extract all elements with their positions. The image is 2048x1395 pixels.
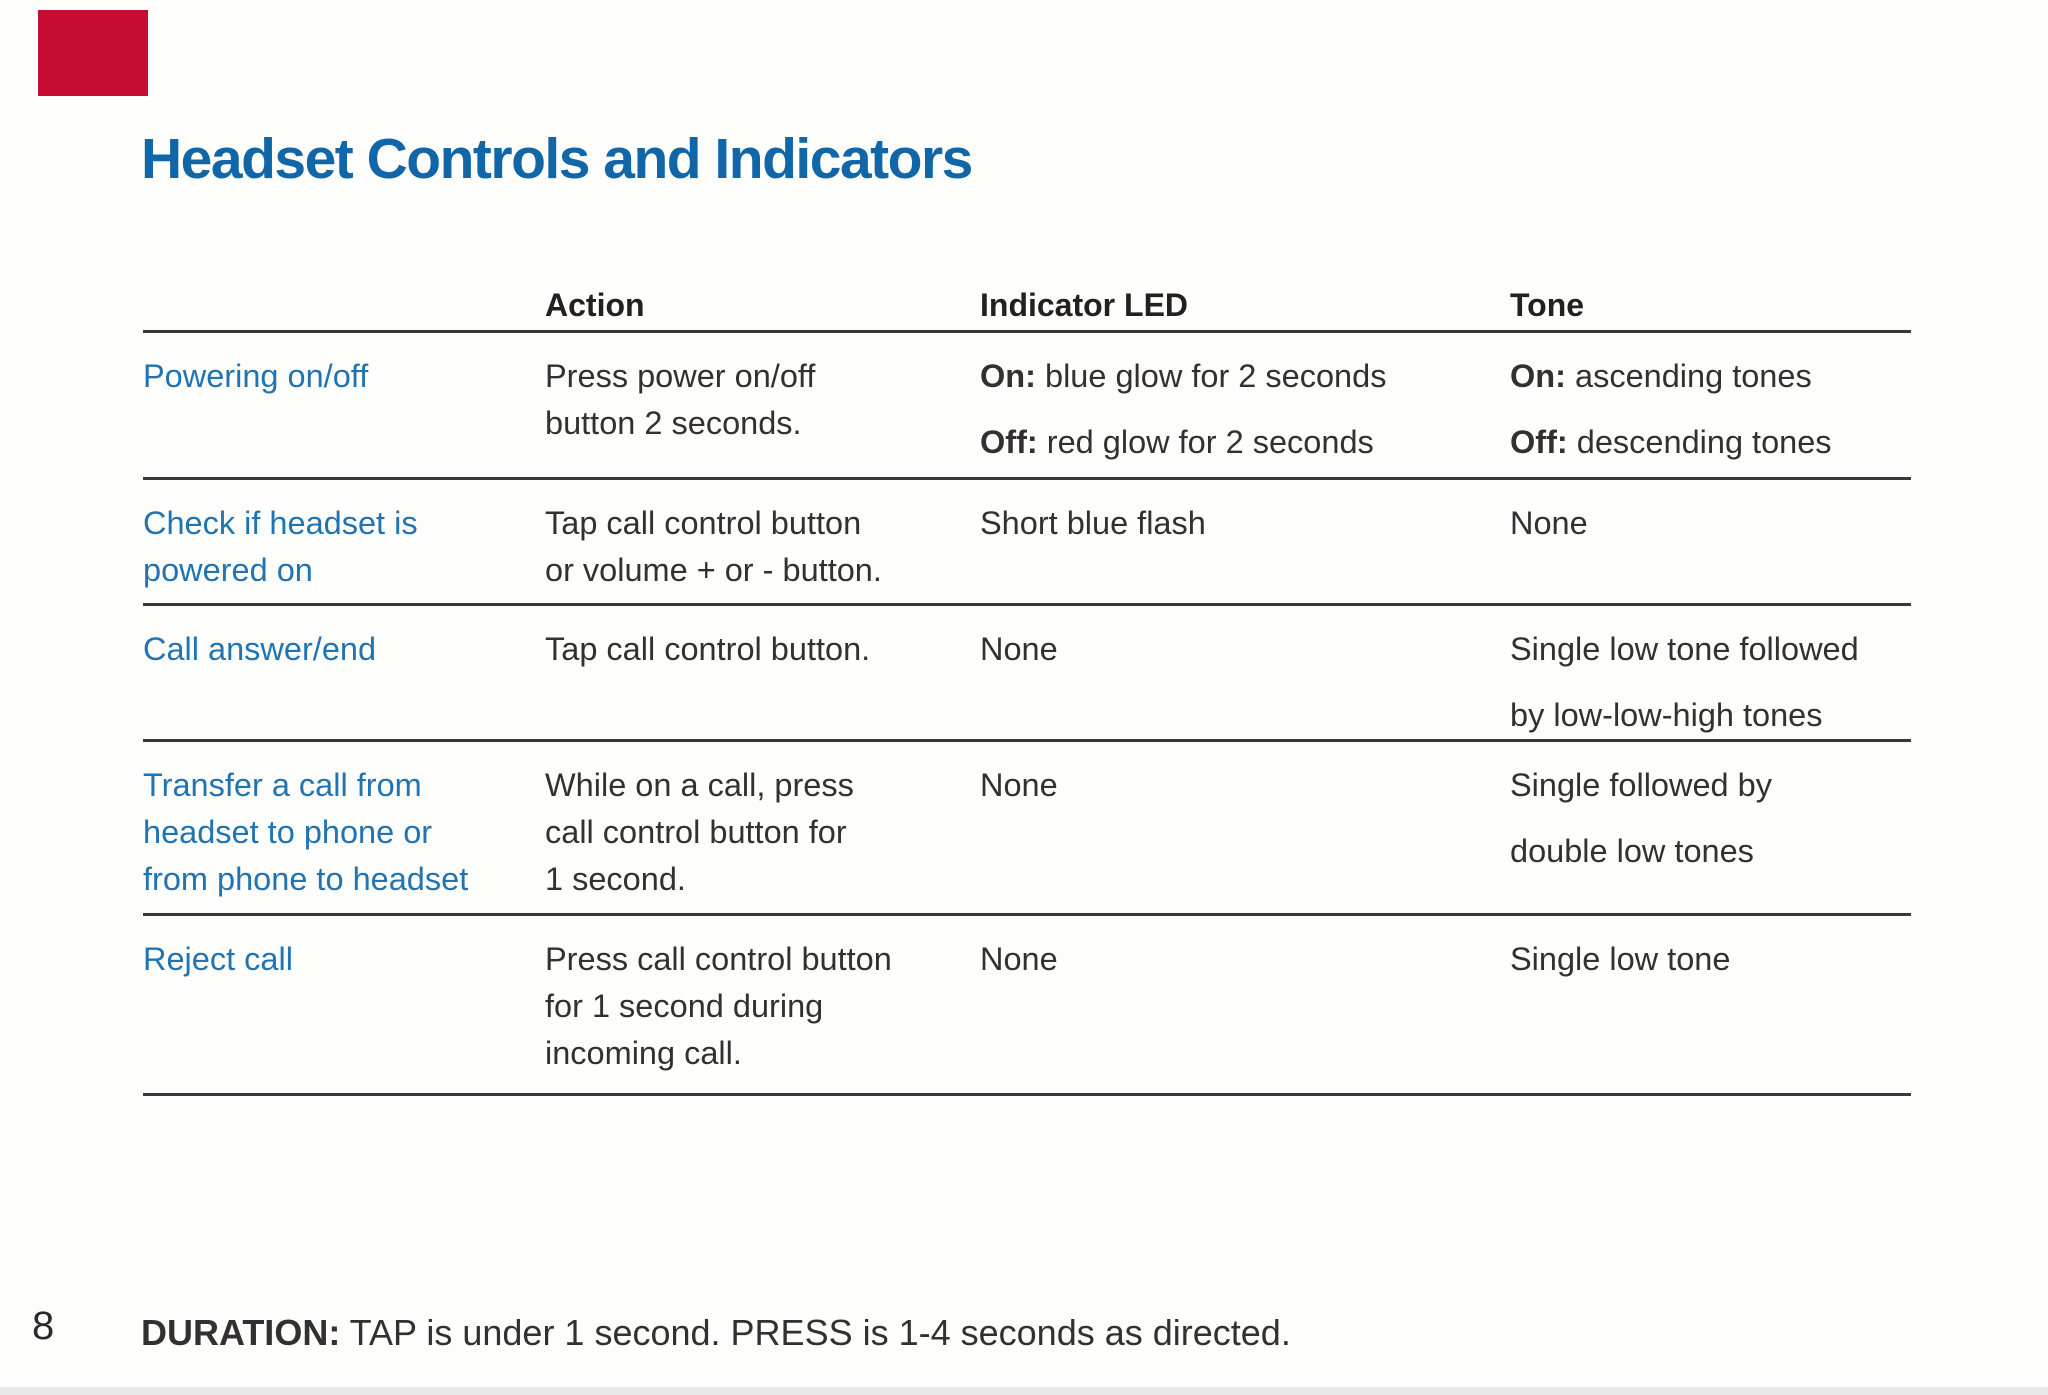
action-cell-line: call control button for — [545, 814, 847, 850]
indicator-led-cell-text: None — [980, 767, 1058, 803]
table-body: Powering on/off Press power on/off button … — [143, 330, 1911, 1096]
action-cell: Tap call control button. — [545, 626, 980, 739]
row-label-cell-line: Transfer a call from — [143, 767, 422, 803]
tone-cell-text: Single low tone — [1510, 941, 1731, 977]
indicator-led-cell-text: Off: red glow for 2 seconds — [980, 424, 1374, 460]
tone-cell-bold-prefix: Off: — [1510, 424, 1568, 460]
indicator-led-cell-text: None — [980, 941, 1058, 977]
tone-cell-text: double low tones — [1510, 833, 1754, 869]
row-label-cell-line: Check if headset is — [143, 505, 418, 541]
row-label-cell-line: Powering on/off — [143, 358, 369, 394]
tone-cell: On: ascending tones Off: descending tones — [1510, 353, 1911, 477]
tone-cell: Single low tone followed by low-low-high … — [1510, 626, 1911, 739]
tone-cell-text: Off: descending tones — [1510, 424, 1832, 460]
row-label-cell: Powering on/off — [143, 353, 545, 477]
action-cell: Tap call control button or volume + or - … — [545, 500, 980, 603]
indicator-led-cell-text: On: blue glow for 2 seconds — [980, 358, 1387, 394]
action-cell-line: Press call control button — [545, 941, 892, 977]
indicator-led-cell: None — [980, 762, 1510, 913]
tone-cell: None — [1510, 500, 1911, 603]
page-number: 8 — [32, 1304, 55, 1348]
action-cell: Press power on/off button 2 seconds. — [545, 353, 980, 477]
action-cell-line: for 1 second during — [545, 988, 824, 1024]
table-row: Powering on/off Press power on/off button … — [143, 330, 1911, 477]
indicator-led-cell: None — [980, 936, 1510, 1093]
action-cell-line: While on a call, press — [545, 767, 854, 803]
indicator-led-cell-text: Short blue flash — [980, 505, 1206, 541]
page-bottom-edge — [0, 1387, 2048, 1395]
action-cell: While on a call, press call control butto… — [545, 762, 980, 913]
row-label-cell-line: Reject call — [143, 941, 293, 977]
indicator-led-cell-bold-prefix: On: — [980, 358, 1036, 394]
action-cell-line: Tap call control button. — [545, 631, 871, 667]
action-cell: Press call control button for 1 second du… — [545, 936, 980, 1093]
header-cell-indicator-led: Indicator LED — [980, 287, 1189, 323]
row-label-cell: Reject call — [143, 936, 545, 1093]
page-corner-red-tab — [38, 10, 148, 96]
header-cell-empty — [143, 287, 545, 323]
row-label-cell: Check if headset is powered on — [143, 500, 545, 603]
duration-footnote-label: DURATION: — [141, 1312, 341, 1353]
tone-cell-text: On: ascending tones — [1510, 358, 1812, 394]
tone-cell-text: Single low tone followed — [1510, 631, 1859, 667]
tone-cell: Single low tone — [1510, 936, 1911, 1093]
table-row: Transfer a call from headset to phone or f… — [143, 739, 1911, 913]
indicator-led-cell: On: blue glow for 2 seconds Off: red glow… — [980, 353, 1510, 477]
indicator-led-cell: None — [980, 626, 1510, 739]
duration-footnote-text: TAP is under 1 second. PRESS is 1-4 seco… — [340, 1312, 1291, 1353]
indicator-led-cell-text: None — [980, 631, 1058, 667]
row-label-cell: Transfer a call from headset to phone or f… — [143, 762, 545, 913]
row-label-cell-line: powered on — [143, 552, 313, 588]
indicator-led-cell-bold-prefix: Off: — [980, 424, 1038, 460]
table-row: Check if headset is powered on Tap call co… — [143, 477, 1911, 603]
action-cell-line: incoming call. — [545, 1035, 742, 1071]
controls-table: Action Indicator LED Tone Powering on/of… — [143, 287, 1911, 1096]
tone-cell: Single followed by double low tones — [1510, 762, 1911, 913]
duration-footnote: DURATION: TAP is under 1 second. PRESS i… — [141, 1312, 1291, 1354]
action-cell-line: button 2 seconds. — [545, 405, 802, 441]
table-header-row: Action Indicator LED Tone — [143, 287, 1911, 330]
header-cell-action: Action — [545, 287, 645, 323]
action-cell-line: Tap call control button — [545, 505, 862, 541]
row-label-cell-line: from phone to headset — [143, 861, 469, 897]
row-label-cell-line: Call answer/end — [143, 631, 377, 667]
action-cell-line: 1 second. — [545, 861, 686, 897]
table-row: Call answer/end Tap call control button. N… — [143, 603, 1911, 739]
indicator-led-cell: Short blue flash — [980, 500, 1510, 603]
header-cell-tone: Tone — [1510, 287, 1585, 323]
row-label-cell-line: headset to phone or — [143, 814, 433, 850]
action-cell-line: or volume + or - button. — [545, 552, 882, 588]
table-row: Reject call Press call control button for … — [143, 913, 1911, 1093]
action-cell-line: Press power on/off — [545, 358, 816, 394]
tone-cell-bold-prefix: On: — [1510, 358, 1566, 394]
row-label-cell: Call answer/end — [143, 626, 545, 739]
page-title: Headset Controls and Indicators — [141, 127, 973, 191]
tone-cell-text: by low-low-high tones — [1510, 697, 1823, 733]
tone-cell-text: None — [1510, 505, 1588, 541]
tone-cell-text: Single followed by — [1510, 767, 1772, 803]
